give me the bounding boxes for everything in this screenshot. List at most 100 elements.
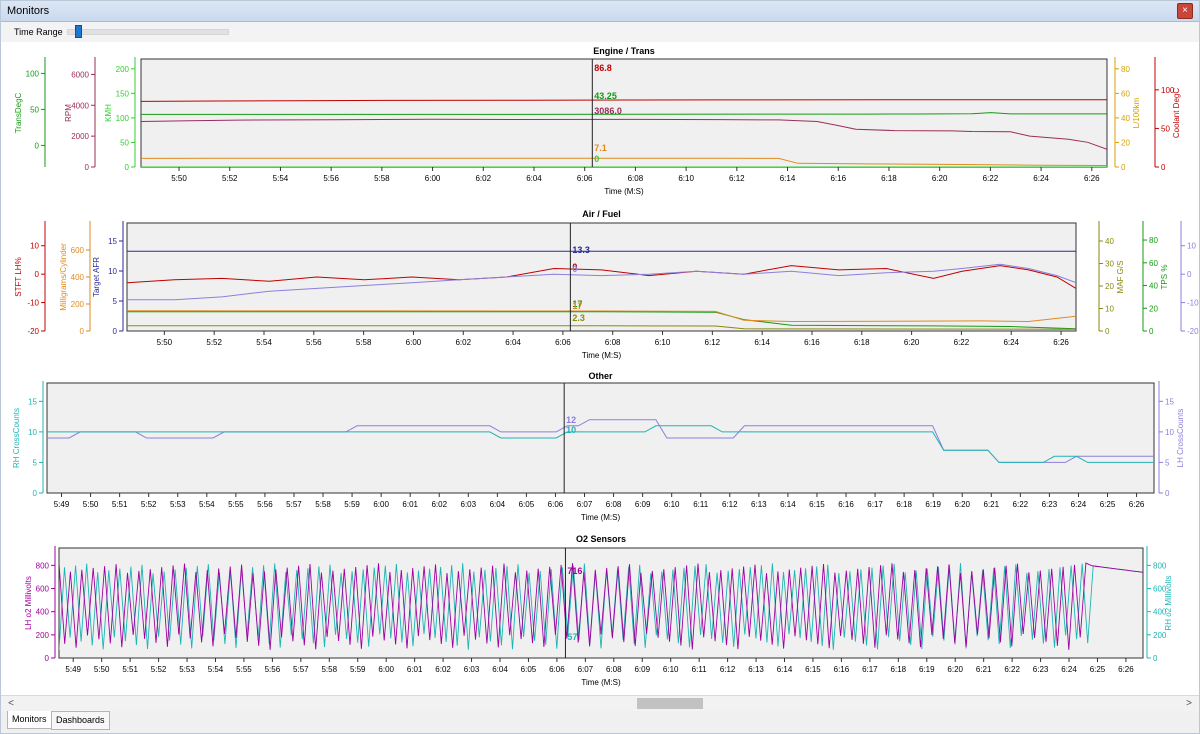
y-tick-label: 0 bbox=[1153, 654, 1158, 663]
x-tick-label: 5:51 bbox=[112, 500, 128, 509]
x-tick-label: 5:52 bbox=[151, 665, 167, 674]
x-tick-label: 5:59 bbox=[350, 665, 366, 674]
x-tick-label: 6:24 bbox=[1071, 500, 1087, 509]
x-tick-label: 6:02 bbox=[455, 338, 471, 347]
kmh-axis-label: KMH bbox=[104, 104, 113, 122]
x-tick-label: 6:16 bbox=[838, 500, 854, 509]
x-tick-label: 6:20 bbox=[947, 665, 963, 674]
tab-monitors[interactable]: Monitors bbox=[7, 711, 52, 729]
cursor-value-label: 0 bbox=[594, 154, 599, 164]
x-tick-label: 6:02 bbox=[475, 174, 491, 183]
x-tick-label: 6:20 bbox=[932, 174, 948, 183]
plot-area bbox=[46, 382, 1155, 494]
x-tick-label: 6:12 bbox=[705, 338, 721, 347]
y-tick-label: 60 bbox=[1121, 89, 1130, 98]
y-tick-label: 50 bbox=[1161, 124, 1170, 133]
x-tick-label: 6:24 bbox=[1003, 338, 1019, 347]
tab-dashboards[interactable]: Dashboards bbox=[51, 711, 110, 730]
y-tick-label: 10 bbox=[1187, 242, 1196, 251]
tps-axis-label: TPS % bbox=[1160, 265, 1169, 290]
x-tick-label: 6:00 bbox=[373, 500, 389, 509]
chart-title: Other bbox=[588, 371, 613, 381]
x-tick-label: 6:06 bbox=[548, 500, 564, 509]
x-tick-label: 6:13 bbox=[751, 500, 767, 509]
x-tick-label: 5:50 bbox=[157, 338, 173, 347]
y-tick-label: 5 bbox=[113, 297, 118, 306]
x-tick-label: 6:03 bbox=[461, 500, 477, 509]
x-tick-label: 6:18 bbox=[854, 338, 870, 347]
x-axis-label: Time (M:S) bbox=[604, 187, 644, 196]
x-tick-label: 6:25 bbox=[1100, 500, 1116, 509]
maf-g-s-series-line bbox=[127, 325, 1076, 330]
time-range-slider-track[interactable] bbox=[67, 29, 229, 35]
y-tick-label: 6000 bbox=[71, 70, 89, 79]
y-tick-label: 40 bbox=[1105, 237, 1114, 246]
time-range-slider-thumb[interactable] bbox=[75, 25, 82, 38]
y-tick-label: 50 bbox=[120, 138, 129, 147]
x-tick-label: 6:04 bbox=[505, 338, 521, 347]
maf-g-s-axis-label: MAF G/S bbox=[1116, 261, 1125, 294]
x-tick-label: 6:21 bbox=[976, 665, 992, 674]
y-tick-label: 0 bbox=[35, 270, 40, 279]
x-tick-label: 5:58 bbox=[374, 174, 390, 183]
y-tick-label: 15 bbox=[1165, 397, 1174, 406]
x-tick-label: 6:19 bbox=[919, 665, 935, 674]
y-tick-label: 200 bbox=[71, 300, 85, 309]
x-tick-label: 6:25 bbox=[1090, 665, 1106, 674]
x-tick-label: 6:04 bbox=[490, 500, 506, 509]
cursor-value-label: 43.25 bbox=[594, 91, 617, 101]
o2-sensors-chart: O2 Sensors 5:49 5:50 5:51 5:52 5:53 5:54 5:55 5:… bbox=[24, 534, 1173, 687]
milligrams-cylinder-axis-label: Milligrams/Cylinder bbox=[59, 243, 68, 311]
x-tick-label: 5:53 bbox=[170, 500, 186, 509]
y-tick-label: 200 bbox=[116, 65, 130, 74]
x-tick-label: 6:26 bbox=[1129, 500, 1145, 509]
scroll-thumb[interactable] bbox=[637, 698, 703, 709]
y-tick-label: 20 bbox=[1121, 138, 1130, 147]
y-tick-label: 0 bbox=[1149, 327, 1154, 336]
x-tick-label: 6:10 bbox=[655, 338, 671, 347]
other-chart: Other 5:49 5:50 5:51 5:52 5:53 5:54 5:55 5:56 5:5… bbox=[12, 371, 1185, 522]
y-tick-label: 10 bbox=[1105, 305, 1114, 314]
x-tick-label: 6:18 bbox=[891, 665, 907, 674]
y-tick-label: 0 bbox=[1105, 327, 1110, 336]
x-tick-label: 5:55 bbox=[228, 500, 244, 509]
x-tick-label: 6:26 bbox=[1053, 338, 1069, 347]
y-tick-label: 10 bbox=[108, 267, 117, 276]
rpm-axis-label: RPM bbox=[64, 104, 73, 122]
x-tick-label: 6:04 bbox=[526, 174, 542, 183]
x-tick-label: 6:02 bbox=[431, 500, 447, 509]
cursor-value-label: 716 bbox=[567, 566, 582, 576]
horizontal-scrollbar[interactable]: < > bbox=[1, 695, 1199, 712]
x-tick-label: 6:05 bbox=[519, 500, 535, 509]
milligrams-cylinder-series-line bbox=[127, 310, 1076, 323]
x-tick-label: 6:01 bbox=[402, 500, 418, 509]
y-tick-label: 100 bbox=[1161, 86, 1175, 95]
x-tick-label: 5:49 bbox=[54, 500, 70, 509]
transdegc-series-line bbox=[141, 112, 1107, 115]
x-tick-label: 6:16 bbox=[804, 338, 820, 347]
cursor-value-label: 2.3 bbox=[572, 313, 585, 323]
stft-rh-axis-label: STFT RH% bbox=[1198, 257, 1199, 298]
y-tick-label: 200 bbox=[1153, 631, 1167, 640]
x-tick-label: 6:14 bbox=[780, 174, 796, 183]
x-tick-label: 5:56 bbox=[306, 338, 322, 347]
scroll-left-icon[interactable]: < bbox=[8, 698, 14, 709]
y-tick-label: 80 bbox=[1121, 65, 1130, 74]
scroll-right-icon[interactable]: > bbox=[1186, 698, 1192, 709]
lh-o2-series-line bbox=[59, 562, 1143, 650]
chart-title: O2 Sensors bbox=[576, 534, 626, 544]
close-button[interactable]: × bbox=[1177, 3, 1193, 19]
x-tick-label: 5:54 bbox=[208, 665, 224, 674]
coolant-degc-series-line bbox=[141, 99, 1107, 102]
cursor-value-label: 17 bbox=[572, 299, 582, 309]
x-tick-label: 6:17 bbox=[867, 500, 883, 509]
x-tick-label: 6:12 bbox=[722, 500, 738, 509]
lh-o2-millivolts-axis-label: LH o2 Millivolts bbox=[24, 576, 33, 630]
x-tick-label: 6:03 bbox=[464, 665, 480, 674]
y-tick-label: 100 bbox=[26, 69, 40, 78]
x-tick-label: 6:06 bbox=[549, 665, 565, 674]
plot-area bbox=[140, 58, 1108, 168]
rh-crosscounts-series-line bbox=[47, 425, 1154, 463]
x-tick-label: 6:21 bbox=[984, 500, 1000, 509]
